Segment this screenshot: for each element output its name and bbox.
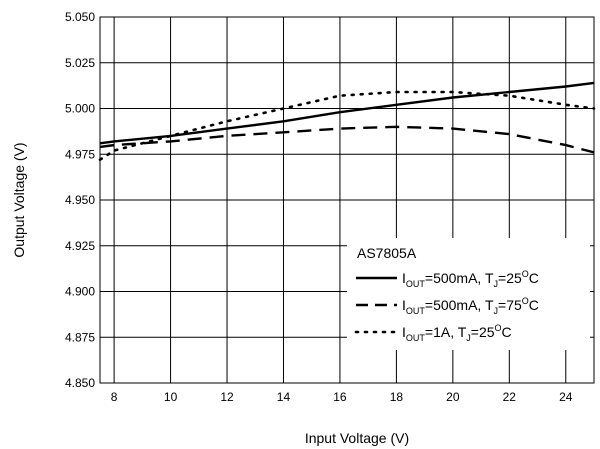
legend-entries: IOUT=500mA, TJ=25OC IOUT=500mA, TJ=75OC IO… bbox=[354, 269, 539, 343]
y-tick-label: 4.975 bbox=[65, 147, 95, 161]
y-axis-title: Output Voltage (V) bbox=[11, 142, 27, 257]
legend-label-2: IOUT=500mA, TJ=75OC bbox=[402, 296, 539, 316]
series-line-2 bbox=[99, 125, 595, 154]
y-tick-label: 4.900 bbox=[65, 285, 95, 299]
plot-frame bbox=[99, 16, 595, 384]
x-tick-label: 20 bbox=[446, 390, 460, 404]
y-tick-label: 4.875 bbox=[65, 330, 95, 344]
y-axis-ticks: 4.850 4.875 4.900 4.925 4.950 4.975 5.000 5.025… bbox=[65, 10, 95, 390]
y-tick-label: 5.025 bbox=[65, 56, 95, 70]
y-tick-label: 4.925 bbox=[65, 239, 95, 253]
x-tick-label: 18 bbox=[390, 390, 404, 404]
series-line-3 bbox=[98, 90, 596, 161]
x-tick-label: 12 bbox=[220, 390, 234, 404]
y-tick-label: 4.950 bbox=[65, 193, 95, 207]
y-tick-label: 4.850 bbox=[65, 376, 95, 390]
legend-label-3: IOUT=1A, TJ=25OC bbox=[402, 323, 512, 343]
x-tick-label: 24 bbox=[559, 390, 573, 404]
x-tick-label: 14 bbox=[277, 390, 291, 404]
legend-title: AS7805A bbox=[357, 245, 417, 261]
x-tick-label: 22 bbox=[503, 390, 517, 404]
y-tick-label: 5.050 bbox=[65, 10, 95, 24]
series-line-1 bbox=[99, 81, 595, 145]
legend-box bbox=[347, 238, 590, 350]
x-axis-title: Input Voltage (V) bbox=[305, 430, 409, 446]
x-tick-label: 16 bbox=[333, 390, 347, 404]
series-layer bbox=[98, 81, 596, 161]
x-tick-label: 8 bbox=[111, 390, 118, 404]
x-axis-ticks: 8 10 12 14 16 18 20 22 24 bbox=[111, 390, 573, 404]
y-tick-label: 5.000 bbox=[65, 102, 95, 116]
x-tick-label: 10 bbox=[164, 390, 178, 404]
legend-label-1: IOUT=500mA, TJ=25OC bbox=[402, 269, 539, 289]
